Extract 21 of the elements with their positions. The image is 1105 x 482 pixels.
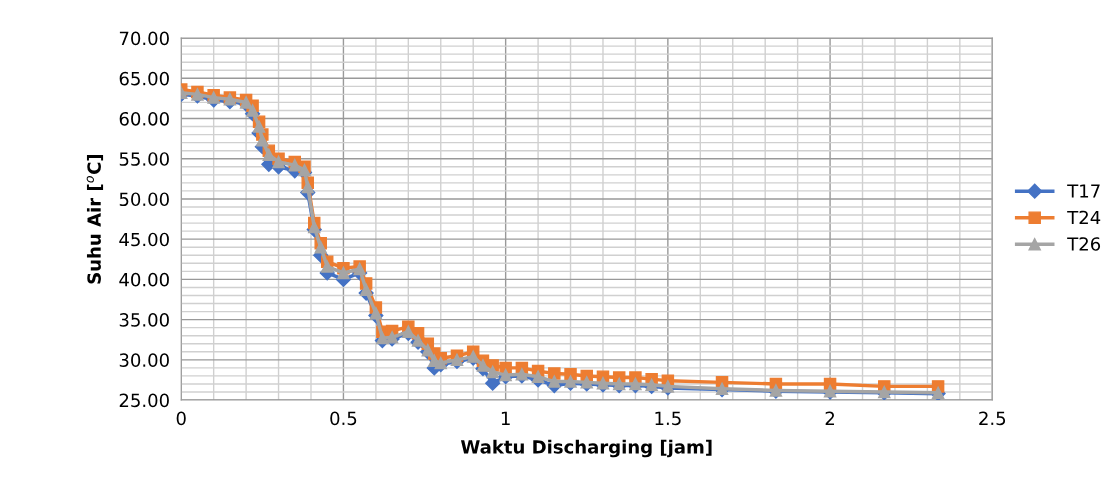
y-tick-label: 70.00	[119, 31, 169, 46]
x-tick-label: 0.5	[330, 411, 357, 426]
x-axis-title: Waktu Discharging [jam]	[460, 439, 712, 458]
y-axis-title: Suhu Air [$^{o}$C]	[86, 154, 104, 284]
y-tick-label: 45.00	[119, 232, 169, 247]
x-tick-label: 2.5	[979, 411, 1006, 426]
x-tick-label: 0	[176, 411, 186, 426]
y-tick-label: 40.00	[119, 272, 169, 287]
y-tick-label: 30.00	[119, 353, 169, 367]
legend-label: T17	[1067, 184, 1100, 198]
y-tick-label: 25.00	[119, 393, 169, 408]
legend-label: T26	[1067, 237, 1101, 251]
y-tick-label: 55.00	[119, 152, 169, 166]
y-tick-label: 65.00	[119, 71, 169, 86]
legend-label: T24	[1067, 210, 1101, 225]
y-tick-label: 35.00	[119, 313, 169, 327]
y-tick-label: 50.00	[119, 192, 169, 207]
y-tick-label: 60.00	[119, 111, 169, 126]
x-tick-label: 2	[825, 411, 835, 425]
x-tick-label: 1	[501, 411, 510, 425]
x-tick-label: 1.5	[655, 411, 681, 426]
